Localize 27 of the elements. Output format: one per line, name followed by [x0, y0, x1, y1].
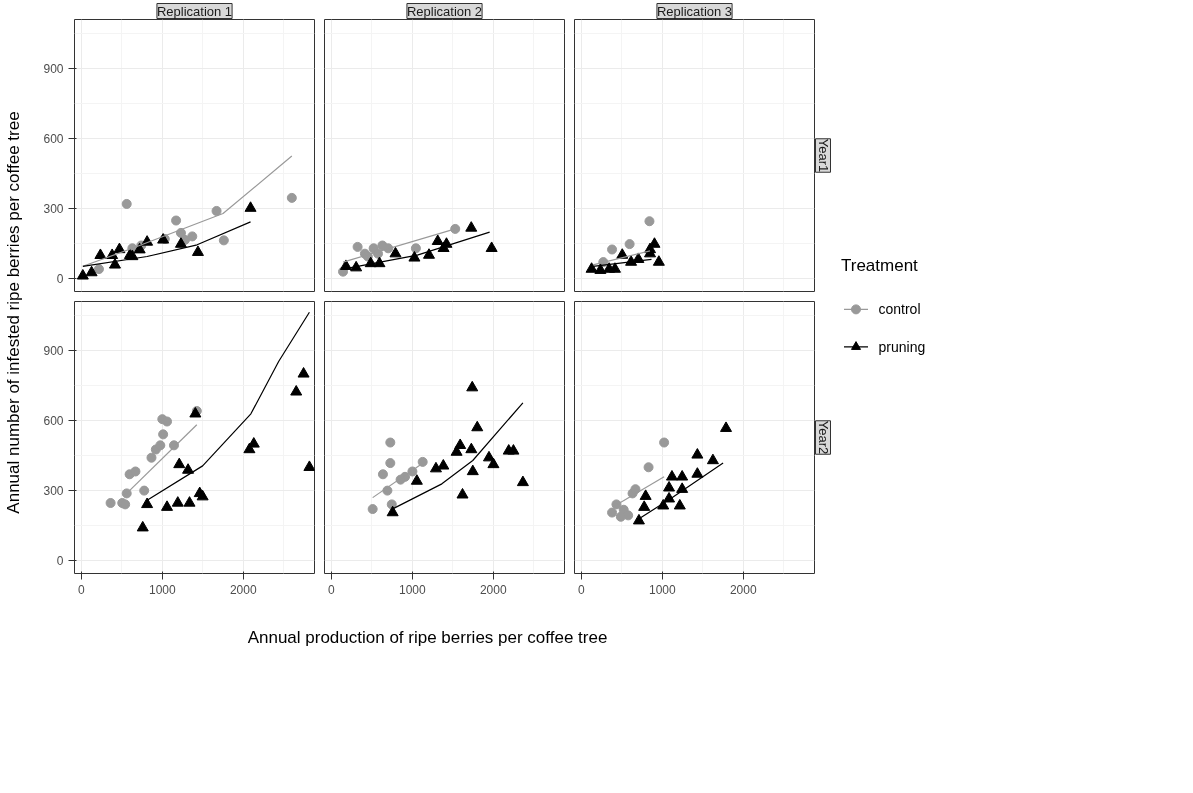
x-tick-label: 1000 — [148, 582, 176, 597]
chart-title: Replication 2 — [406, 3, 483, 19]
text: Year1 — [815, 138, 831, 173]
chart-title: Replication 3 — [656, 3, 733, 19]
legend-label: control — [878, 301, 921, 318]
y-tick-label: 300 — [43, 484, 64, 499]
legend-title: Treatment — [841, 256, 919, 276]
legend-label: pruning — [878, 338, 926, 355]
x-tick-label: 2000 — [729, 582, 757, 597]
y-axis-title: Annual number of infested ripe berries per coffee tree — [4, 111, 23, 514]
y-tick-label: 0 — [56, 272, 64, 287]
y-tick-label: 300 — [43, 202, 64, 217]
y-tick-label: 900 — [43, 344, 64, 359]
x-tick-label: 0 — [328, 582, 336, 597]
x-axis-title: Annual production of ripe berries per coffee tree — [247, 628, 608, 647]
y-tick-label: 900 — [43, 62, 64, 77]
x-tick-label: 1000 — [398, 582, 426, 597]
x-tick-label: 2000 — [229, 582, 257, 597]
x-tick-label: 2000 — [479, 582, 507, 597]
y-tick-label: 600 — [43, 414, 64, 429]
y-tick-label: 0 — [56, 554, 64, 569]
chart-title: Replication 1 — [156, 3, 233, 19]
x-tick-label: 0 — [78, 582, 86, 597]
x-tick-label: 0 — [578, 582, 586, 597]
y-tick-label: 600 — [43, 132, 64, 147]
text: Year2 — [815, 420, 831, 455]
x-tick-label: 1000 — [648, 582, 676, 597]
